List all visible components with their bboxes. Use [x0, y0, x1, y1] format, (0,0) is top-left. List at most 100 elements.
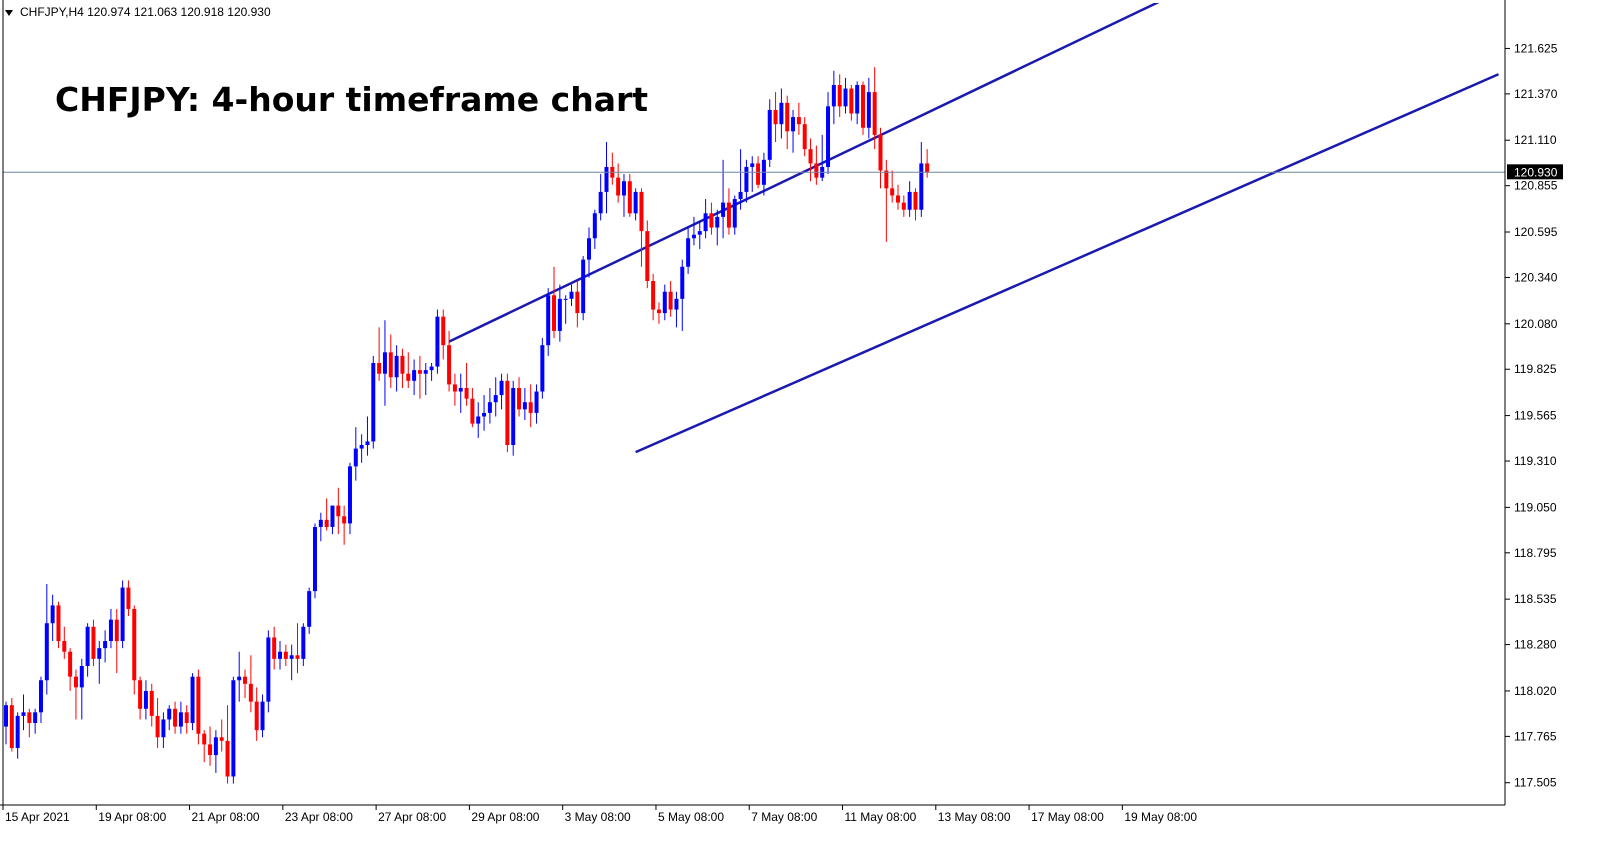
- candle-body: [808, 149, 813, 164]
- candle: [482, 395, 487, 431]
- candle-body: [56, 605, 61, 642]
- candle: [505, 373, 510, 453]
- y-tick-label: 119.050: [1514, 500, 1557, 514]
- triangle-down-icon[interactable]: [5, 10, 13, 16]
- candle-body: [347, 466, 352, 524]
- candle: [278, 641, 283, 670]
- candle-body: [849, 88, 854, 114]
- candle-body: [861, 84, 866, 128]
- candle-body: [406, 373, 411, 381]
- candle: [796, 102, 801, 135]
- candle: [639, 188, 644, 267]
- candle-body: [686, 238, 691, 267]
- x-tick-label: 5 May 08:00: [658, 810, 724, 824]
- candle: [493, 377, 498, 417]
- candle-body: [278, 651, 283, 659]
- candle: [91, 619, 96, 666]
- candle: [691, 216, 696, 246]
- candle: [103, 630, 108, 663]
- candle-body: [312, 526, 317, 592]
- candle: [773, 92, 778, 143]
- candle-body: [260, 701, 265, 731]
- candle: [50, 594, 55, 642]
- candle-body: [289, 655, 294, 659]
- candle: [534, 384, 539, 424]
- y-tick-label: 119.825: [1514, 362, 1557, 376]
- candle-body: [342, 516, 347, 524]
- candle-body: [796, 117, 801, 125]
- candle-body: [697, 231, 702, 235]
- candle: [266, 630, 271, 713]
- x-tick-label: 11 May 08:00: [845, 810, 917, 824]
- candle-body: [266, 637, 271, 702]
- candle-body: [721, 202, 726, 217]
- candle: [202, 730, 207, 763]
- candle-body: [680, 266, 685, 299]
- candle-body: [913, 191, 918, 210]
- candle: [656, 302, 661, 324]
- y-tick-label: 118.535: [1514, 592, 1557, 606]
- candle-body: [546, 295, 551, 346]
- y-tick-label: 119.565: [1514, 409, 1557, 423]
- candle-body: [359, 444, 364, 449]
- candle-body: [173, 708, 178, 727]
- candle-body: [826, 106, 831, 167]
- candle: [219, 719, 224, 752]
- candle-body: [301, 626, 306, 659]
- candle: [225, 705, 230, 784]
- candle: [487, 387, 492, 424]
- candle: [785, 95, 790, 150]
- candle: [522, 387, 527, 421]
- trendlines[interactable]: [448, 1, 1499, 454]
- trendline-lower: [635, 73, 1499, 454]
- candle-body: [447, 345, 452, 385]
- candle: [470, 387, 475, 428]
- candle-body: [202, 733, 207, 745]
- candle: [184, 705, 189, 734]
- candle: [476, 402, 481, 438]
- candle-body: [9, 705, 14, 748]
- candle: [686, 227, 691, 274]
- candle: [907, 181, 912, 217]
- candle: [668, 281, 673, 317]
- candle: [377, 327, 382, 381]
- candle-body: [38, 680, 43, 713]
- candle-body: [878, 134, 883, 171]
- candle: [878, 127, 883, 189]
- candle: [85, 623, 90, 677]
- candle: [831, 70, 836, 125]
- candle: [913, 188, 918, 221]
- candle-body: [895, 195, 900, 203]
- candle-body: [388, 352, 393, 378]
- candle-body: [161, 719, 166, 738]
- candle-body: [703, 213, 708, 232]
- candle: [861, 81, 866, 135]
- candle: [802, 117, 807, 157]
- y-tick-label: 117.765: [1514, 729, 1557, 743]
- candle-body: [604, 166, 609, 192]
- candle-body: [907, 191, 912, 210]
- candle: [97, 641, 102, 684]
- x-tick-label: 19 May 08:00: [1124, 810, 1197, 824]
- candle: [149, 683, 154, 727]
- candle: [359, 434, 364, 463]
- candle-body: [487, 402, 492, 413]
- y-tick-label: 119.310: [1514, 454, 1557, 468]
- candle-body: [417, 370, 422, 374]
- price-tag-bg: [1507, 164, 1563, 180]
- candle: [73, 669, 78, 720]
- candle-body: [324, 519, 329, 527]
- x-tick-label: 19 Apr 08:00: [98, 810, 166, 824]
- candle-body: [213, 737, 218, 756]
- candle-body: [476, 416, 481, 424]
- candle: [307, 587, 312, 634]
- candle: [342, 505, 347, 545]
- candle: [715, 209, 720, 246]
- candle-body: [814, 163, 819, 178]
- candle: [680, 259, 685, 331]
- candle-body: [925, 163, 930, 173]
- candle-body: [208, 744, 213, 756]
- candle: [283, 644, 288, 666]
- candle-body: [738, 191, 743, 200]
